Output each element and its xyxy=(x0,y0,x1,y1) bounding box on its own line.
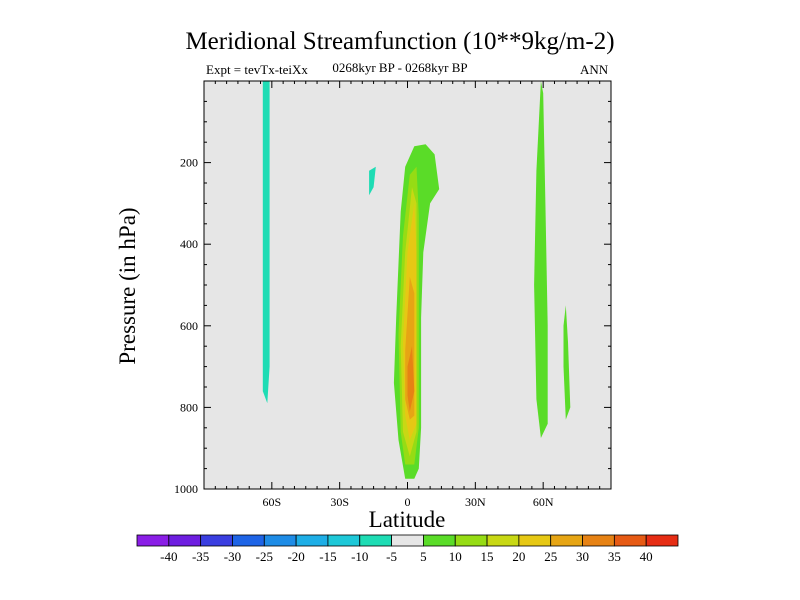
colorbar-swatch-15 xyxy=(613,534,647,547)
colorbar-swatch-4 xyxy=(263,534,297,547)
colorbar-label: 35 xyxy=(608,549,621,564)
chart-title: Meridional Streamfunction (10**9kg/m-2) xyxy=(185,28,615,55)
axis-ticks: 60S 30S 0 30N 60N 200 400 600 800 1000 xyxy=(174,81,611,509)
contour-region-2 xyxy=(262,81,270,404)
colorbar-label: -25 xyxy=(256,549,273,564)
contour-region-11 xyxy=(534,81,548,438)
colorbar-swatch-7 xyxy=(359,534,392,547)
x-tick-label: 30N xyxy=(465,495,486,509)
colorbar-label: 30 xyxy=(576,549,589,564)
y-tick-label: 400 xyxy=(180,237,198,251)
x-tick-label: 0 xyxy=(405,495,411,509)
y-tick-label: 600 xyxy=(180,319,198,333)
season-label: ANN xyxy=(580,62,609,77)
colorbar-swatch-11 xyxy=(486,534,520,547)
x-tick-label: 60N xyxy=(533,495,554,509)
contour-region-10 xyxy=(407,346,415,412)
colorbar-label: -15 xyxy=(319,549,336,564)
x-tick-label: 30S xyxy=(330,495,349,509)
colorbar-swatch-12 xyxy=(518,534,552,547)
colorbar-swatch-6 xyxy=(327,534,361,547)
x-tick-label: 60S xyxy=(262,495,281,509)
colorbar-swatch-16 xyxy=(645,534,679,547)
colorbar-label: -40 xyxy=(160,549,177,564)
colorbar-swatch-1 xyxy=(168,534,202,547)
colorbar-label: -20 xyxy=(287,549,304,564)
colorbar-swatch-14 xyxy=(582,534,615,547)
colorbar-label: 10 xyxy=(449,549,462,564)
colorbar-swatch-0 xyxy=(136,534,170,547)
colorbar-label: -10 xyxy=(351,549,368,564)
colorbar-label: -30 xyxy=(224,549,241,564)
experiment-label: Expt = tevTx-teiXx xyxy=(206,62,308,77)
contour-region-13 xyxy=(488,81,494,171)
colorbar: -40 -35 -30 -25 -20 -15 -10 -5 5 10 15 20 25 30 35 40 xyxy=(136,534,679,564)
colorbar-label: -5 xyxy=(386,549,397,564)
contour-region-12 xyxy=(563,305,571,420)
colorbar-label: 15 xyxy=(481,549,494,564)
colorbar-label: 25 xyxy=(544,549,557,564)
x-axis-label: Latitude xyxy=(369,507,446,532)
colorbar-label: 40 xyxy=(640,549,653,564)
colorbar-label: -35 xyxy=(192,549,209,564)
contour-fills xyxy=(233,81,571,481)
y-tick-label: 200 xyxy=(180,156,198,170)
colorbar-label: 20 xyxy=(512,549,525,564)
colorbar-swatch-3 xyxy=(232,534,265,547)
colorbar-swatch-10 xyxy=(454,534,488,547)
colorbar-swatch-5 xyxy=(295,534,329,547)
contour-region-3 xyxy=(362,148,403,404)
y-tick-label: 800 xyxy=(180,400,198,414)
y-tick-label: 1000 xyxy=(174,482,198,496)
colorbar-swatch-8 xyxy=(391,534,424,547)
contour-region-4 xyxy=(369,166,376,196)
colorbar-swatch-2 xyxy=(200,534,233,547)
colorbar-swatch-13 xyxy=(550,534,583,547)
colorbar-label: 5 xyxy=(420,549,427,564)
contour-region-0 xyxy=(233,81,241,375)
colorbar-swatch-9 xyxy=(423,534,456,547)
chart-subtitle: 0268kyr BP - 0268kyr BP xyxy=(332,60,468,75)
